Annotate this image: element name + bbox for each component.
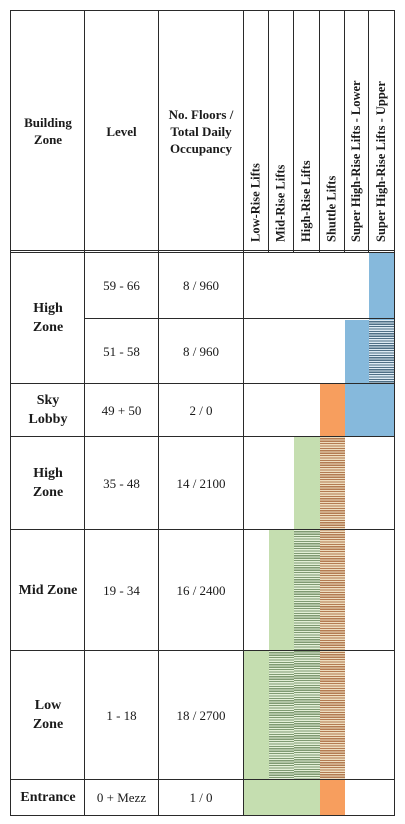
zone-label: High Zone: [32, 301, 64, 335]
occupancy-cell: 8 / 960: [182, 278, 220, 293]
occupancy-cell: 2 / 0: [189, 402, 213, 418]
level-cell: 49 + 50: [101, 402, 142, 418]
mid-rise-pass-through: [269, 651, 294, 780]
low-rise-service: [244, 651, 269, 816]
level-cell: 19 - 34: [103, 582, 140, 598]
mid-rise-service: [269, 530, 294, 651]
super-high-rise-upper-pass-through: [369, 320, 395, 384]
shuttle-sky-lobby: [320, 384, 345, 437]
header-high-rise-lifts: High-Rise Lifts: [299, 160, 313, 242]
header-building-zone: Building Zone: [24, 115, 72, 147]
zone-label: Sky Lobby: [28, 393, 68, 427]
super-high-rise-lower-service: [345, 320, 369, 437]
header-super-high-rise-upper: Super High-Rise Lifts - Upper: [374, 81, 388, 242]
level-cell: 35 - 48: [103, 475, 140, 491]
occupancy-cell: 1 / 0: [189, 790, 213, 805]
header-shuttle-lifts: Shuttle Lifts: [324, 175, 339, 242]
occupancy-cell: 16 / 2400: [176, 582, 226, 598]
occupancy-cell: 14 / 2100: [176, 475, 226, 491]
high-rise-pass-through: [294, 530, 320, 780]
header-mid-rise-lifts: Mid-Rise Lifts: [273, 164, 288, 242]
mid-rise-entrance: [269, 780, 294, 816]
level-cell: 51 - 58: [103, 343, 140, 359]
occupancy-cell: 8 / 960: [182, 343, 220, 359]
zone-label: High Zone: [32, 466, 64, 500]
high-rise-service: [294, 437, 320, 530]
level-cell: 59 - 66: [103, 278, 140, 293]
header-occupancy: No. Floors / Total Daily Occupancy: [168, 106, 234, 156]
level-cell: 1 - 18: [106, 707, 137, 723]
zone-label: Mid Zone: [18, 582, 78, 598]
lift-zoning-table: Building Zone Level No. Floors / Total D…: [10, 10, 395, 816]
zone-label: Low Zone: [32, 698, 64, 732]
shuttle-pass-through: [320, 437, 345, 780]
occupancy-cell: 18 / 2700: [176, 707, 226, 723]
shuttle-entrance: [320, 780, 345, 816]
header-super-high-rise-lower: Super High-Rise Lifts - Lower: [349, 80, 363, 242]
level-cell: 0 + Mezz: [96, 790, 147, 805]
super-high-rise-upper-service: [369, 252, 395, 320]
super-high-rise-upper-sky-lobby: [369, 384, 395, 437]
high-rise-entrance: [294, 780, 320, 816]
header-level: Level: [106, 123, 137, 139]
zone-label: Entrance: [20, 790, 76, 805]
header-low-rise-lifts: Low-Rise Lifts: [248, 163, 263, 242]
